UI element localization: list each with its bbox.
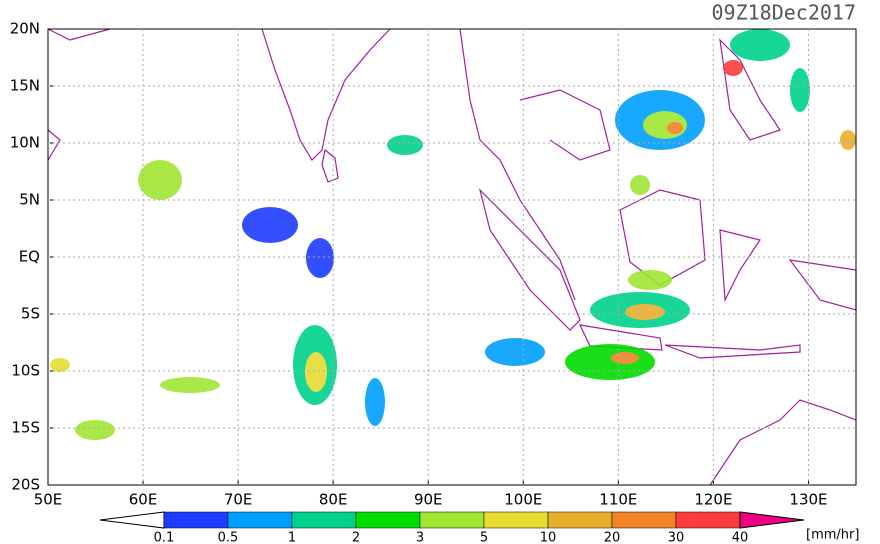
x-tick-label: 120E bbox=[694, 491, 732, 509]
colorbar-segment bbox=[163, 511, 229, 529]
x-tick-label: 60E bbox=[129, 491, 158, 509]
coastline bbox=[709, 399, 857, 486]
x-tick-label: 50E bbox=[34, 491, 63, 509]
colorbar-segment bbox=[675, 511, 741, 529]
colorbar-label: 30 bbox=[668, 531, 685, 544]
colorbar-over bbox=[739, 511, 805, 529]
coastline bbox=[321, 148, 339, 183]
coastline bbox=[788, 259, 857, 311]
colorbar-label: 5 bbox=[480, 531, 488, 544]
rain-cell bbox=[630, 175, 650, 195]
colorbar-label: 20 bbox=[604, 531, 621, 544]
x-tick-label: 90E bbox=[414, 491, 443, 509]
coastline bbox=[47, 129, 61, 161]
colorbar-label: 1 bbox=[288, 531, 296, 544]
y-tick-label: EQ bbox=[19, 248, 40, 266]
coastline bbox=[719, 229, 761, 303]
y-tick-label: 5S bbox=[21, 305, 40, 323]
rain-cell bbox=[625, 304, 665, 320]
rain-cell bbox=[75, 420, 115, 440]
rain-cell bbox=[723, 60, 743, 76]
map-title: 09Z18Dec2017 bbox=[712, 1, 857, 25]
colorbar-label: 0.1 bbox=[154, 531, 175, 544]
coastline bbox=[719, 38, 781, 141]
coastline bbox=[664, 344, 801, 359]
y-tick-label: 20N bbox=[10, 20, 40, 38]
coastline bbox=[261, 28, 391, 161]
rain-cell bbox=[840, 130, 856, 150]
coastline bbox=[578, 324, 663, 351]
rain-cell bbox=[387, 135, 423, 155]
x-tick-label: 110E bbox=[599, 491, 637, 509]
colorbar-segment bbox=[547, 511, 613, 529]
y-tick-label: 15S bbox=[11, 419, 40, 437]
colorbar-unit: [mm/hr] bbox=[806, 528, 859, 543]
colorbar-segment bbox=[227, 511, 293, 529]
colorbar-segment bbox=[483, 511, 549, 529]
rain-cell bbox=[628, 270, 672, 290]
x-tick-label: 100E bbox=[504, 491, 542, 509]
colorbar-label: 2 bbox=[352, 531, 360, 544]
rain-cell bbox=[138, 160, 182, 200]
rain-cell bbox=[160, 377, 220, 393]
coastline bbox=[459, 28, 576, 301]
rain-cell bbox=[242, 207, 298, 243]
colorbar-segment bbox=[355, 511, 421, 529]
colorbar-segment bbox=[611, 511, 677, 529]
colorbar-label: 0.5 bbox=[218, 531, 239, 544]
x-tick-label: 70E bbox=[224, 491, 253, 509]
colorbar-segment bbox=[291, 511, 357, 529]
y-tick-label: 20S bbox=[11, 476, 40, 494]
rain-cell bbox=[305, 352, 327, 392]
rain-cell bbox=[50, 358, 70, 372]
x-tick-label: 80E bbox=[319, 491, 348, 509]
y-tick-label: 10S bbox=[11, 362, 40, 380]
rain-cell bbox=[565, 344, 655, 380]
colorbar-label: 40 bbox=[732, 531, 749, 544]
rain-cell bbox=[667, 122, 683, 134]
rain-cell bbox=[611, 352, 639, 364]
coastline bbox=[519, 89, 611, 161]
colorbar-segment bbox=[419, 511, 485, 529]
colorbar-under bbox=[99, 511, 165, 529]
colorbar-label: 3 bbox=[416, 531, 424, 544]
y-tick-label: 5N bbox=[19, 191, 40, 209]
coastline bbox=[619, 189, 706, 286]
coastline bbox=[478, 188, 581, 331]
y-tick-label: 15N bbox=[10, 77, 40, 95]
x-tick-label: 130E bbox=[789, 491, 827, 509]
rain-cell bbox=[790, 68, 810, 112]
colorbar-label: 10 bbox=[540, 531, 557, 544]
coastline bbox=[47, 28, 111, 41]
rain-cell bbox=[365, 378, 385, 426]
rain-field bbox=[50, 29, 856, 440]
rain-cell bbox=[485, 338, 545, 366]
y-tick-label: 10N bbox=[10, 134, 40, 152]
rain-cell bbox=[730, 29, 790, 61]
rain-cell bbox=[306, 238, 334, 278]
